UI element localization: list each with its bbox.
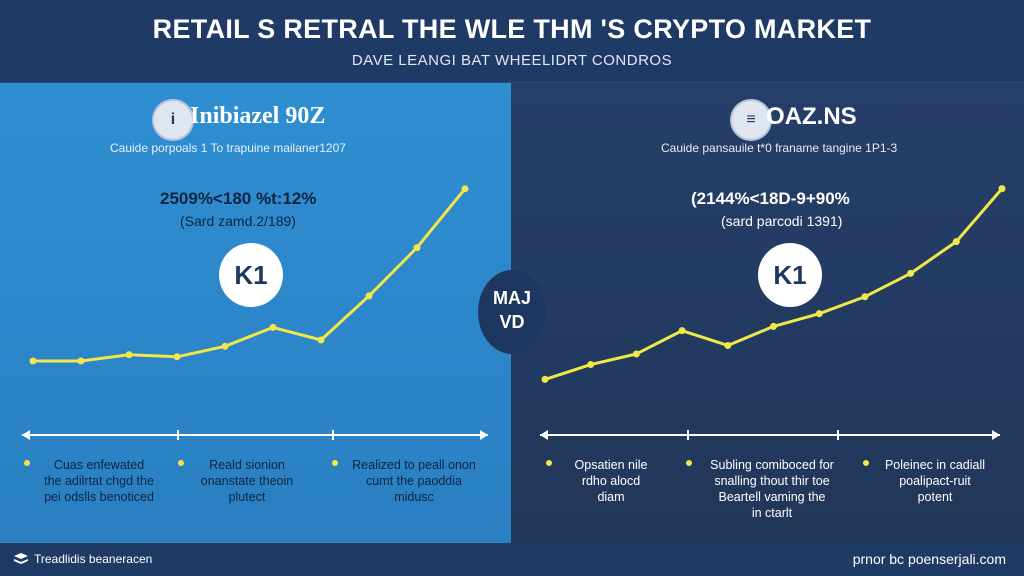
data-point (541, 375, 549, 383)
left-panel: i Inibiazel 90Z Cauide porpoals 1 To tra… (0, 83, 511, 543)
brand-name: Inibiazel 90Z (190, 103, 326, 129)
data-point (365, 292, 373, 300)
series-line-1 (544, 187, 1004, 381)
data-point (815, 310, 823, 318)
center-divider-badge: MAJ VD (478, 270, 546, 354)
k1-badge: K1 (219, 243, 283, 307)
series-line-0 (33, 187, 467, 363)
bullet-dot-icon (24, 460, 30, 466)
center-badge-line2: VD (499, 312, 525, 332)
data-point (173, 353, 181, 361)
brand-name: OAZ.NS (766, 103, 857, 130)
brand-caption: Cauide pansauile t*0 franame tangine 1P1… (661, 141, 898, 155)
page-subtitle: DAVE LEANGI BAT WHEELIDRT CONDROS (351, 52, 673, 69)
right-panel: ≡ OAZ.NS Cauide pansauile t*0 franame ta… (511, 83, 1024, 543)
bullet-dot-icon (546, 460, 552, 466)
bullet-dot-icon (686, 460, 692, 466)
data-point (317, 336, 325, 344)
stack-icon (14, 553, 28, 564)
data-point (632, 350, 640, 358)
brand-caption: Cauide porpoals 1 To trapuine mailaner12… (110, 141, 346, 155)
footer-bar: Treadlidis beaneracen prnor bc poenserja… (0, 543, 1024, 576)
bullet-text: Opsatien nile rdho alocd diam (574, 458, 648, 504)
bullet-text: Reald sionion onanstate theoin plutect (200, 458, 294, 504)
center-badge-line1: MAJ (492, 288, 531, 308)
data-point (587, 361, 595, 369)
data-point (29, 357, 37, 365)
bullet-dot-icon (178, 460, 184, 466)
brand-logo-icon: i (152, 99, 194, 141)
data-point (861, 293, 869, 301)
data-point (998, 185, 1006, 193)
data-point (907, 269, 915, 277)
data-point (221, 342, 229, 350)
bullet-text: Poleinec in cadiall poalipact-ruit potent (884, 458, 986, 504)
bullet-text: Subling comiboced for snalling thout thir… (710, 458, 834, 520)
k1-badge: K1 (758, 243, 822, 307)
bullet-dot-icon (863, 460, 869, 466)
brand-logo-icon: ≡ (730, 99, 772, 141)
data-point (770, 322, 777, 330)
data-point (678, 327, 686, 335)
stat-period: (sard parcodi 1391) (721, 213, 843, 229)
data-point (269, 323, 277, 331)
data-point (125, 351, 133, 359)
brand-logo-glyph: ≡ (746, 111, 756, 128)
bullet-text: Cuas enfewated the adilrtat chgd the pei o… (44, 458, 154, 504)
data-point (952, 238, 960, 246)
data-point (461, 185, 469, 193)
bullet-dot-icon (332, 460, 338, 466)
footer-url: prnor bc poenserjali.com (852, 551, 1006, 567)
bullet-text: Realized to peall onon cumt the paoddia mi… (352, 458, 476, 504)
stat-value: (2144%<18D-9+90% (691, 189, 850, 208)
data-point (724, 341, 732, 349)
stat-period: (Sard zamd.2/189) (180, 213, 296, 229)
left-line-chart (29, 185, 469, 365)
header-banner: RETAIL S RETRAL THE WLE THM 'S CRYPTO MA… (0, 0, 1024, 83)
page-title: RETAIL S RETRAL THE WLE THM 'S CRYPTO MA… (152, 14, 872, 44)
data-point (413, 244, 421, 252)
right-line-chart (541, 185, 1006, 383)
left-timeline-axis (22, 430, 488, 440)
stat-value: 2509%<180 %t:12% (160, 189, 317, 208)
footer-source: Treadlidis beaneracen (34, 552, 153, 566)
data-point (77, 357, 85, 365)
right-timeline-axis (540, 430, 1000, 440)
brand-logo-glyph: i (170, 111, 176, 128)
